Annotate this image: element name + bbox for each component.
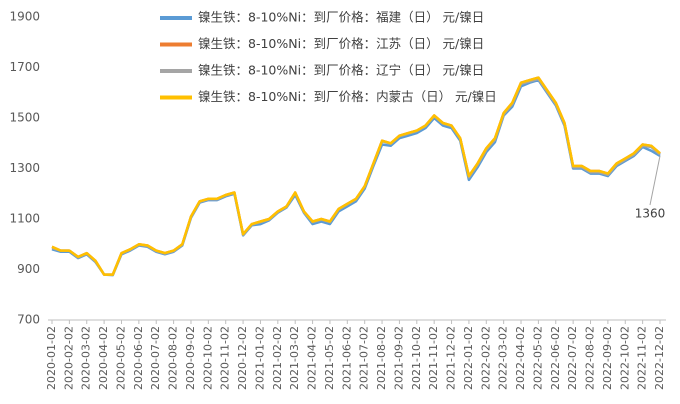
x-tick-label: 2022-08-02 bbox=[584, 326, 597, 390]
x-tick-label: 2022-10-02 bbox=[618, 326, 631, 390]
x-tick-label: 2022-06-02 bbox=[549, 326, 562, 390]
x-tick-label: 2020-02-02 bbox=[62, 326, 75, 390]
legend-label: 镍生铁：8-10%Ni：到厂价格：福建（日） 元/镍日 bbox=[198, 10, 484, 25]
x-tick-label: 2022-11-02 bbox=[636, 326, 649, 390]
x-tick-label: 2020-07-02 bbox=[149, 326, 162, 390]
x-tick-label: 2021-05-02 bbox=[323, 326, 336, 390]
x-tick-label: 2020-05-02 bbox=[114, 326, 127, 390]
x-tick-label: 2020-01-02 bbox=[45, 326, 58, 390]
x-tick-label: 2021-09-02 bbox=[392, 326, 405, 390]
x-tick-label: 2021-04-02 bbox=[306, 326, 319, 390]
x-tick-label: 2022-01-02 bbox=[462, 326, 475, 390]
x-tick-label: 2021-02-02 bbox=[271, 326, 284, 390]
legend-label: 镍生铁：8-10%Ni：到厂价格：江苏（日） 元/镍日 bbox=[198, 36, 484, 51]
y-tick-label: 1700 bbox=[9, 60, 40, 74]
x-tick-label: 2020-06-02 bbox=[132, 326, 145, 390]
annotation-leader bbox=[649, 155, 661, 206]
x-tick-label: 2020-10-02 bbox=[201, 326, 214, 390]
x-tick-label: 2021-10-02 bbox=[410, 326, 423, 390]
x-tick-label: 2022-12-02 bbox=[653, 326, 666, 390]
x-tick-label: 2020-08-02 bbox=[167, 326, 180, 390]
y-tick-label: 700 bbox=[17, 313, 40, 327]
x-tick-label: 2022-04-02 bbox=[514, 326, 527, 390]
x-tick-label: 2020-12-02 bbox=[236, 326, 249, 390]
series-line bbox=[51, 76, 661, 276]
x-tick-label: 2021-12-02 bbox=[445, 326, 458, 390]
x-tick-label: 2022-03-02 bbox=[497, 326, 510, 390]
x-tick-label: 2022-09-02 bbox=[601, 326, 614, 390]
x-tick-label: 2022-05-02 bbox=[531, 326, 544, 390]
x-tick-label: 2020-03-02 bbox=[80, 326, 93, 390]
x-tick-label: 2021-01-02 bbox=[253, 326, 266, 390]
y-tick-label: 1500 bbox=[9, 111, 40, 125]
x-tick-label: 2021-06-02 bbox=[340, 326, 353, 390]
legend-label: 镍生铁：8-10%Ni：到厂价格：辽宁（日） 元/镍日 bbox=[198, 63, 484, 78]
annotation: 1360 bbox=[635, 207, 666, 221]
x-tick-label: 2021-11-02 bbox=[427, 326, 440, 390]
x-tick-label: 2020-11-02 bbox=[219, 326, 232, 390]
legend-label: 镍生铁：8-10%Ni：到厂价格：内蒙古（日） 元/镍日 bbox=[198, 89, 497, 104]
y-tick-label: 900 bbox=[17, 262, 40, 276]
x-tick-label: 2021-07-02 bbox=[358, 326, 371, 390]
x-tick-label: 2020-09-02 bbox=[184, 326, 197, 390]
x-tick-label: 2021-08-02 bbox=[375, 326, 388, 390]
x-tick-label: 2021-03-02 bbox=[288, 326, 301, 390]
y-tick-label: 1300 bbox=[9, 161, 40, 175]
x-tick-label: 2022-02-02 bbox=[479, 326, 492, 390]
y-tick-label: 1100 bbox=[9, 212, 40, 226]
y-tick-label: 1900 bbox=[9, 10, 40, 24]
x-tick-label: 2022-07-02 bbox=[566, 326, 579, 390]
x-tick-label: 2020-04-02 bbox=[97, 326, 110, 390]
